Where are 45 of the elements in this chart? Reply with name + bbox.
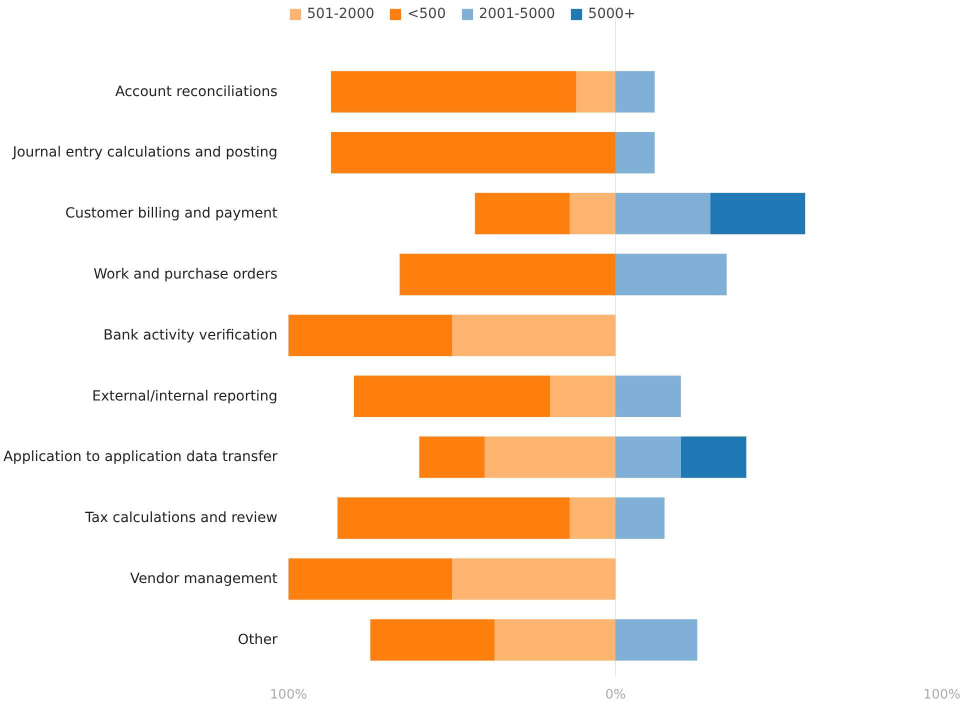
- y-tick-label: Customer billing and payment: [65, 206, 278, 222]
- bar: [616, 132, 655, 174]
- legend-label: 5000+: [588, 6, 636, 22]
- bar: [576, 71, 616, 112]
- bar: [484, 436, 616, 478]
- x-tick-label: 100%: [923, 688, 961, 702]
- bar: [474, 192, 570, 234]
- x-tick-label: 100%: [270, 688, 308, 702]
- x-tick-label: 0%: [605, 688, 626, 702]
- bar: [288, 558, 452, 600]
- bar: [680, 436, 746, 478]
- bar: [400, 254, 616, 296]
- bar: [452, 314, 616, 356]
- bar: [338, 497, 570, 539]
- bar: [550, 376, 616, 418]
- bar: [570, 497, 616, 539]
- y-tick-label: Account reconciliations: [115, 84, 278, 100]
- bar: [288, 314, 452, 356]
- bar: [616, 619, 698, 661]
- bar: [616, 192, 710, 234]
- y-tick-label: Work and purchase orders: [93, 266, 278, 282]
- bar: [452, 558, 616, 600]
- legend-label: 501-2000: [307, 6, 374, 22]
- bar: [370, 619, 495, 661]
- bar: [616, 254, 727, 296]
- y-tick-label: Other: [238, 632, 278, 648]
- bar: [616, 376, 681, 418]
- bar: [616, 497, 665, 539]
- bar: [419, 436, 485, 478]
- y-tick-label: External/internal reporting: [92, 388, 278, 404]
- y-tick-label: Vendor management: [130, 571, 278, 588]
- legend-label: <500: [407, 6, 446, 22]
- y-tick-label: Tax calculations and review: [84, 510, 278, 526]
- bar: [354, 376, 550, 418]
- bar: [331, 71, 576, 112]
- bar: [331, 132, 616, 174]
- y-tick-label: Journal entry calculations and posting: [12, 144, 278, 161]
- bar: [616, 71, 655, 112]
- legend-label: 2001-5000: [478, 6, 556, 22]
- y-tick-label: Bank activity verification: [103, 327, 278, 344]
- y-tick-label: Application to application data transfer: [3, 449, 278, 466]
- bar: [616, 436, 681, 478]
- bar: [570, 192, 616, 234]
- bar: [710, 192, 806, 234]
- bar: [494, 619, 616, 661]
